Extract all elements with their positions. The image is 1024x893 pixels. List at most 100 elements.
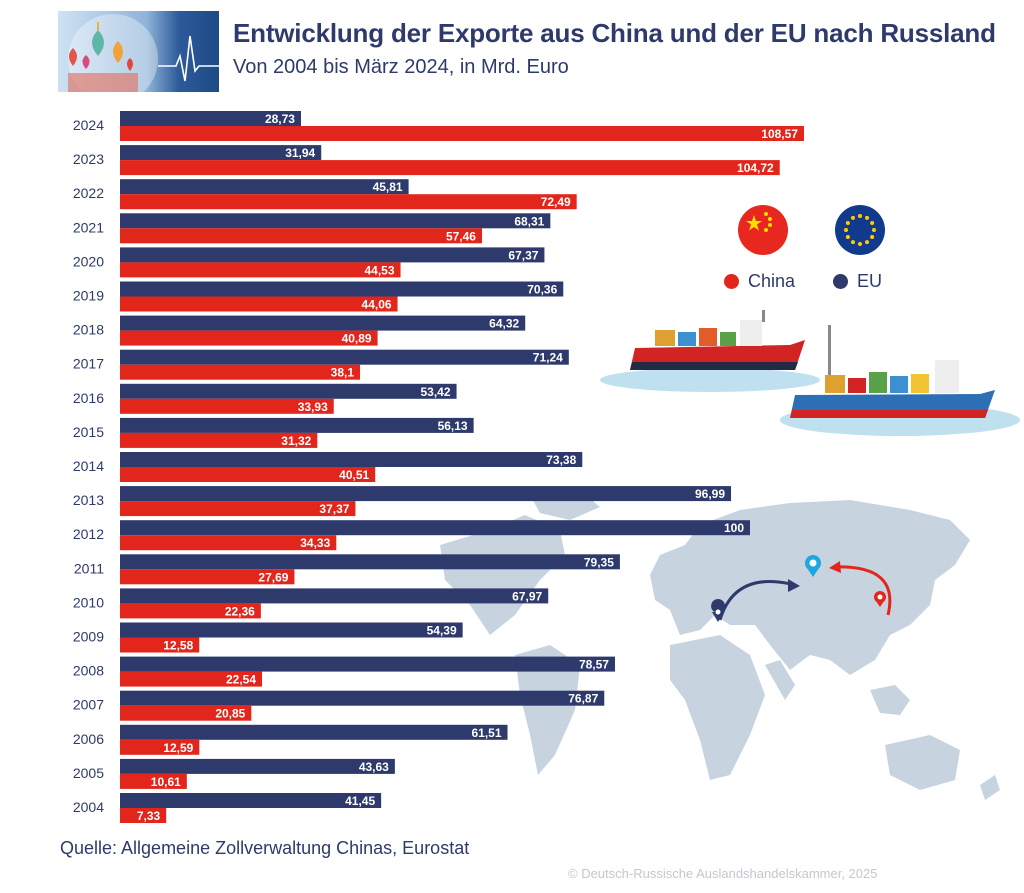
data-label-china: 22,54: [226, 673, 256, 687]
bar-china: [120, 364, 361, 380]
data-label-china: 7,33: [137, 809, 161, 823]
data-label-eu: 31,94: [285, 146, 315, 160]
eu-star-icon: [858, 242, 862, 246]
eu-star-icon: [845, 221, 850, 225]
eu-star-icon: [845, 235, 850, 239]
data-label-china: 44,53: [365, 263, 395, 277]
eu-star-icon: [872, 228, 876, 232]
data-label-china: 27,69: [258, 570, 288, 584]
bar-china: [120, 398, 334, 414]
bar-china: [120, 467, 376, 482]
bar-eu: [120, 281, 564, 297]
eu-star-icon: [870, 221, 875, 225]
legend: China EU: [720, 200, 920, 300]
y-tick-label: 2017: [73, 356, 104, 372]
data-label-eu: 64,32: [489, 317, 519, 331]
bar-eu: [120, 588, 549, 604]
y-tick-label: 2022: [73, 185, 104, 201]
data-label-china: 12,58: [163, 639, 193, 653]
data-label-eu: 67,37: [508, 248, 538, 262]
data-label-eu: 76,87: [568, 692, 598, 706]
y-tick-label: 2007: [73, 697, 104, 713]
eu-star-icon: [865, 215, 869, 220]
bar-china: [120, 808, 167, 823]
bar-eu: [120, 213, 551, 229]
chart-title: Entwicklung der Exporte aus China und de…: [233, 18, 996, 48]
bar-eu: [120, 417, 474, 433]
data-label-china: 31,32: [281, 434, 311, 448]
data-label-eu: 100: [724, 521, 744, 535]
data-label-china: 20,85: [215, 707, 245, 721]
china-dot-icon: [724, 274, 739, 289]
data-label-eu: 61,51: [471, 726, 501, 740]
y-tick-label: 2020: [73, 253, 104, 269]
data-label-china: 108,57: [761, 127, 798, 141]
data-label-eu: 70,36: [527, 283, 557, 297]
data-label-china: 44,06: [362, 298, 392, 312]
data-label-eu: 71,24: [533, 351, 563, 365]
y-tick-label: 2009: [73, 629, 104, 645]
y-tick-label: 2010: [73, 594, 104, 610]
header-logo: [58, 11, 219, 104]
data-label-eu: 28,73: [265, 112, 295, 126]
china-flag-icon: [738, 205, 788, 255]
data-label-eu: 54,39: [427, 624, 457, 638]
bar-eu: [120, 315, 526, 331]
bar-eu: [120, 793, 382, 808]
bar-china: [120, 194, 577, 210]
data-label-eu: 43,63: [359, 760, 389, 774]
y-tick-label: 2012: [73, 526, 104, 542]
bar-china: [120, 432, 318, 448]
y-tick-label: 2015: [73, 424, 104, 440]
bar-china: [120, 228, 482, 244]
copyright-note: © Deutsch-Russische Auslandshandelskamme…: [568, 866, 878, 881]
y-tick-label: 2018: [73, 322, 104, 338]
data-label-china: 104,72: [737, 161, 774, 175]
data-label-eu: 79,35: [584, 555, 614, 569]
bar-eu: [120, 520, 750, 536]
bar-china: [120, 603, 261, 619]
data-label-china: 57,46: [446, 229, 476, 243]
bar-eu: [120, 758, 395, 774]
legend-item-china: China: [724, 271, 795, 292]
bar-eu: [120, 247, 545, 263]
container-ships-illustration: [600, 310, 1020, 436]
data-label-china: 12,59: [163, 741, 193, 755]
bar-eu: [120, 486, 732, 502]
bar-eu: [120, 383, 457, 399]
y-tick-label: 2024: [73, 117, 104, 133]
data-label-eu: 68,31: [514, 214, 544, 228]
bar-eu: [120, 656, 615, 672]
bar-eu: [120, 145, 322, 161]
bar-china: [120, 671, 263, 687]
data-label-eu: 45,81: [373, 180, 403, 194]
data-label-china: 10,61: [151, 775, 181, 789]
legend-label-eu: EU: [857, 271, 883, 291]
bar-eu: [120, 452, 583, 467]
bar-china: [120, 739, 200, 755]
y-tick-label: 2013: [73, 492, 104, 508]
bar-china: [120, 262, 401, 278]
bar-eu: [120, 111, 301, 126]
data-label-china: 40,51: [339, 468, 369, 482]
bar-china: [120, 773, 187, 789]
data-label-china: 33,93: [298, 400, 328, 414]
y-tick-label: 2011: [74, 560, 104, 576]
data-label-eu: 41,45: [345, 794, 375, 808]
y-tick-label: 2016: [73, 390, 104, 406]
data-label-eu: 53,42: [421, 385, 451, 399]
bar-eu: [120, 349, 569, 365]
legend-item-eu: EU: [833, 271, 882, 292]
data-label-eu: 56,13: [438, 419, 468, 433]
eu-star-icon: [865, 240, 869, 245]
bar-eu: [120, 690, 605, 706]
source-note: Quelle: Allgemeine Zollverwaltung Chinas…: [60, 838, 470, 858]
y-tick-label: 2014: [73, 458, 104, 474]
y-tick-label: 2005: [73, 765, 104, 781]
eu-star-icon: [851, 215, 855, 220]
data-label-eu: 67,97: [512, 589, 542, 603]
data-label-china: 22,36: [225, 604, 255, 618]
eu-star-icon: [870, 235, 875, 239]
data-label-china: 72,49: [541, 195, 571, 209]
bar-eu: [120, 724, 508, 740]
